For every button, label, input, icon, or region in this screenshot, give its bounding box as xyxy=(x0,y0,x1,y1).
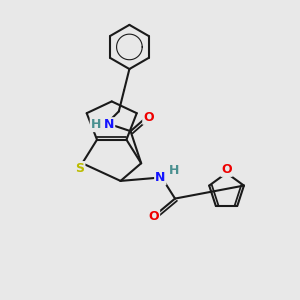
Text: N: N xyxy=(155,172,166,184)
Text: N: N xyxy=(104,118,114,131)
Text: S: S xyxy=(75,162,84,175)
Text: O: O xyxy=(143,111,154,124)
Text: O: O xyxy=(221,163,232,176)
Text: H: H xyxy=(91,118,101,131)
Text: H: H xyxy=(169,164,179,177)
Text: O: O xyxy=(148,210,159,223)
